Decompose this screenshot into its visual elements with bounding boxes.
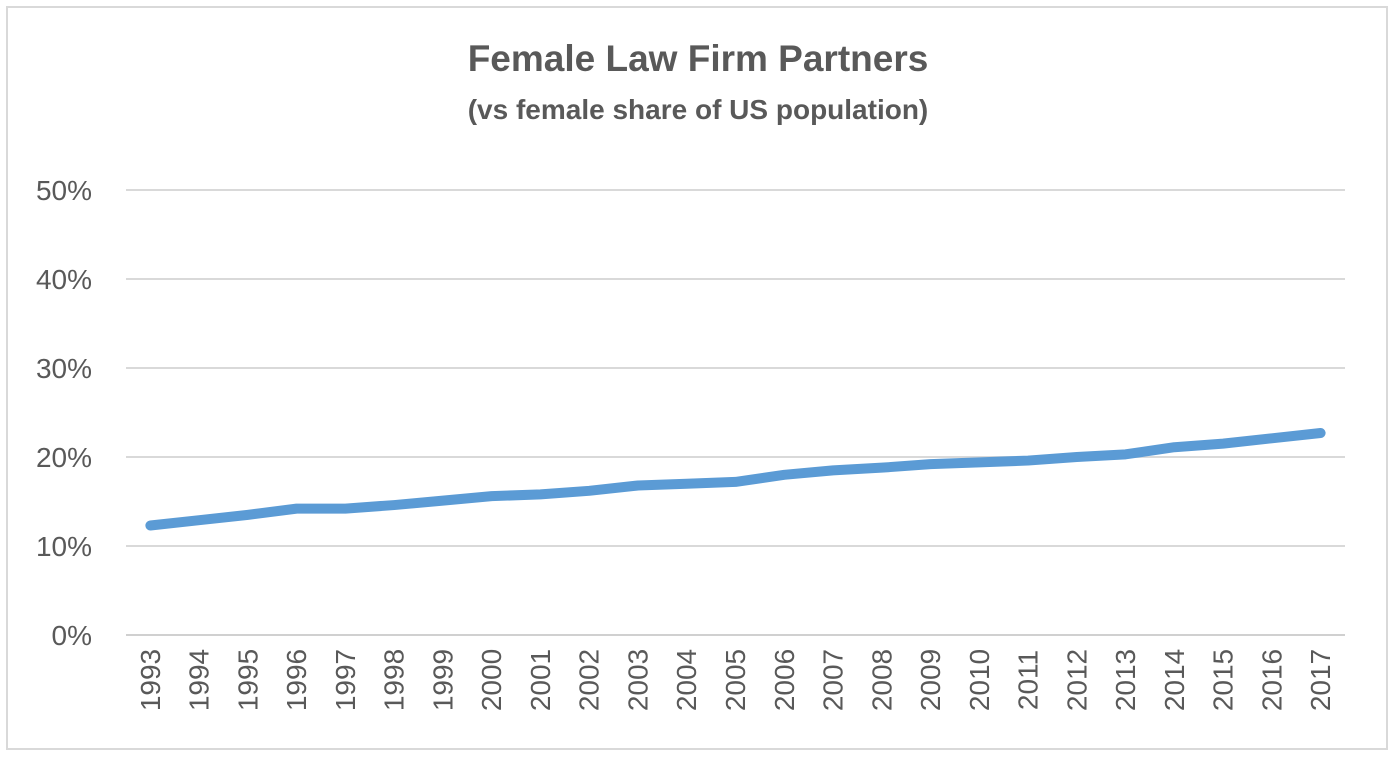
- chart-subtitle: (vs female share of US population): [467, 94, 929, 125]
- x-tick-label: 1997: [330, 649, 361, 711]
- x-tick-label: 1993: [135, 649, 166, 711]
- x-tick-label: 2016: [1256, 649, 1287, 711]
- x-tick-label: 1998: [379, 649, 410, 711]
- y-tick-label: 30%: [36, 353, 92, 384]
- y-tick-label: 40%: [36, 264, 92, 295]
- x-tick-label: 2010: [964, 649, 995, 711]
- x-tick-label: 2004: [671, 649, 702, 711]
- x-tick-label: 1999: [427, 649, 458, 711]
- x-tick-label: 2002: [574, 649, 605, 711]
- y-tick-label: 20%: [36, 442, 92, 473]
- x-tick-label: 2012: [1061, 649, 1092, 711]
- x-tick-label: 2009: [915, 649, 946, 711]
- series-line: [145, 427, 1326, 531]
- x-tick-label: 2013: [1110, 649, 1141, 711]
- x-tick-label: 2003: [622, 649, 653, 711]
- x-tick-label: 1994: [184, 649, 215, 711]
- y-tick-label: 10%: [36, 531, 92, 562]
- x-tick-label: 1996: [281, 649, 312, 711]
- x-tick-label: 2017: [1305, 649, 1336, 711]
- x-tick-label: 2001: [525, 649, 556, 711]
- x-tick-label: 2007: [818, 649, 849, 711]
- x-tick-label: 2015: [1208, 649, 1239, 711]
- x-tick-label: 2011: [1013, 650, 1044, 710]
- chart-frame: [6, 6, 1388, 750]
- x-tick-label: 2005: [720, 649, 751, 711]
- y-tick-label: 50%: [36, 175, 92, 206]
- x-tick-label: 1995: [232, 649, 263, 711]
- y-tick-label: 0%: [52, 620, 92, 651]
- x-tick-label: 2000: [476, 649, 507, 711]
- x-tick-label: 2014: [1159, 649, 1190, 711]
- x-tick-label: 2008: [866, 649, 897, 711]
- chart-title: Female Law Firm Partners: [467, 38, 929, 79]
- x-tick-label: 2006: [769, 649, 800, 711]
